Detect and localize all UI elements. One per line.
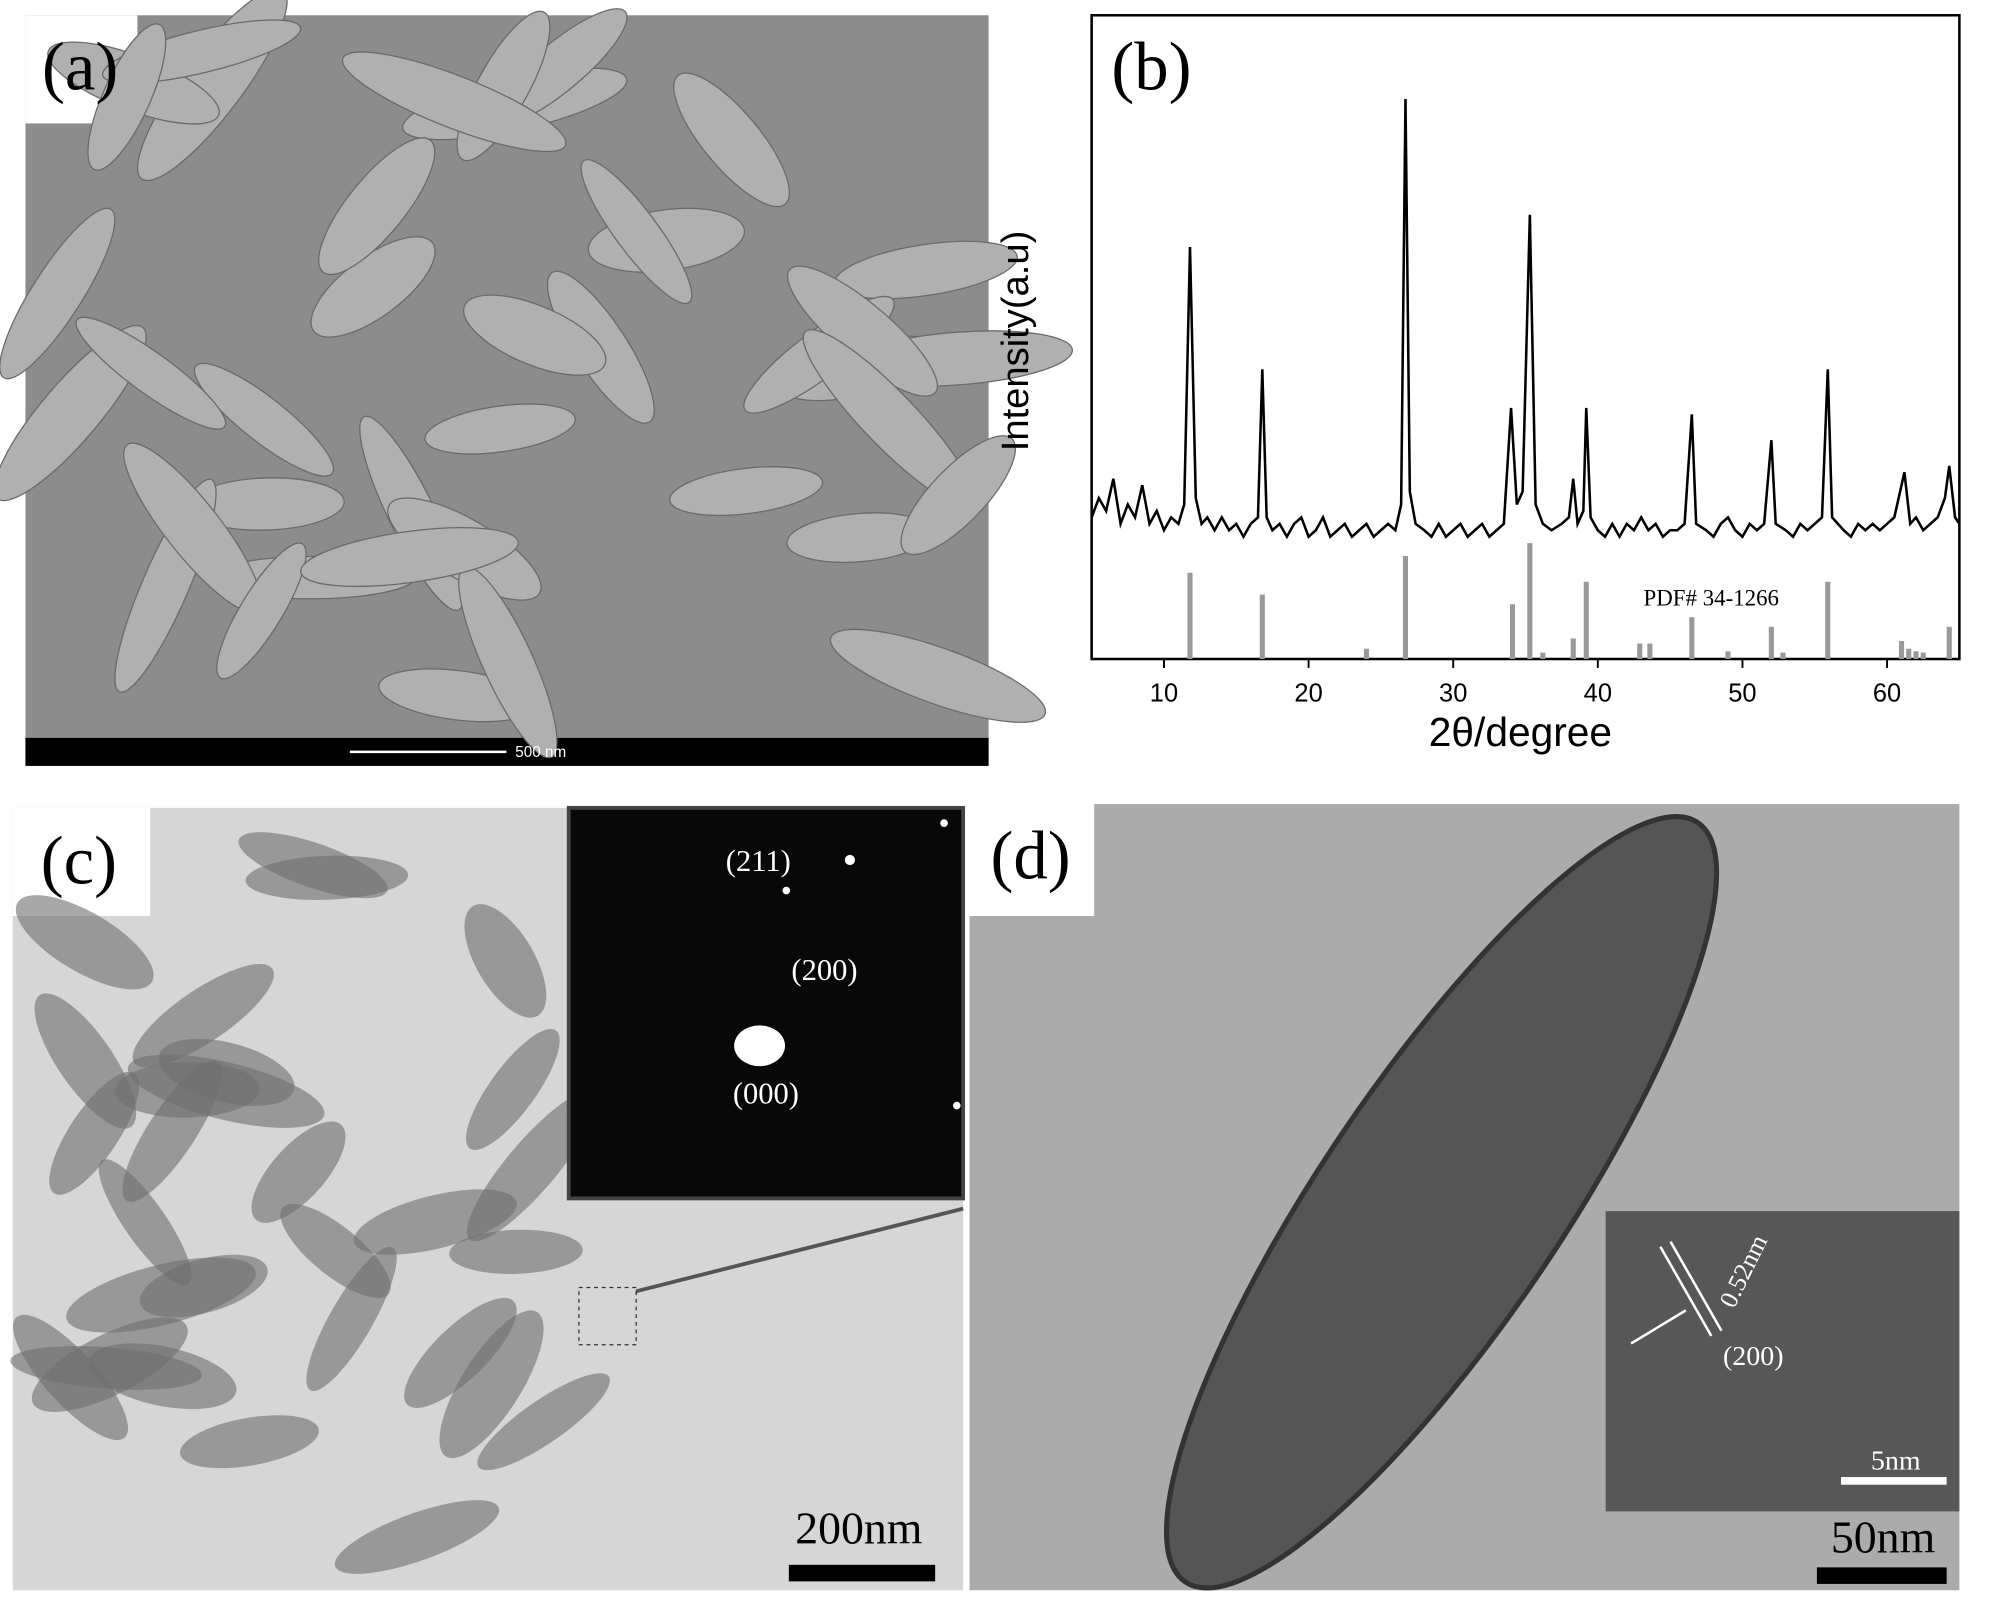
- scale-bar: [789, 1565, 935, 1582]
- x-tick-label: 60: [1873, 679, 1901, 707]
- text: (211): [726, 844, 791, 878]
- text: 2θ/degree: [1429, 709, 1612, 755]
- x-tick-label: 40: [1584, 679, 1612, 707]
- central-spot: [734, 1025, 785, 1066]
- text: (200): [1723, 1341, 1784, 1372]
- xrd-pattern: [1092, 99, 1960, 537]
- x-tick-label: 10: [1150, 679, 1178, 707]
- x-tick-label: 30: [1439, 679, 1467, 707]
- text: 200nm: [795, 1503, 922, 1554]
- diffraction-spot: [953, 1102, 961, 1110]
- text: (000): [733, 1077, 799, 1111]
- scale-bar: [1817, 1567, 1947, 1584]
- text: (200): [791, 953, 857, 987]
- text: PDF# 34-1266: [1644, 586, 1779, 611]
- inset-scale-bar: [1841, 1477, 1947, 1485]
- x-tick-label: 50: [1728, 679, 1756, 707]
- diffraction-spot: [940, 819, 948, 827]
- x-tick-label: 20: [1294, 679, 1322, 707]
- text: 500 nm: [515, 744, 566, 761]
- diffraction-spot: [845, 855, 855, 865]
- sem-info-bar: [25, 738, 988, 766]
- text: (a): [42, 29, 118, 105]
- text: 5nm: [1871, 1445, 1921, 1476]
- diffraction-spot: [782, 887, 790, 895]
- text: (d): [991, 817, 1071, 893]
- figure: (a)500 nm(c)(211)(200)(000)200nm(d)0.52n…: [0, 0, 1995, 1603]
- text: (c): [41, 822, 117, 898]
- text: Intensity(a.u): [994, 231, 1037, 452]
- text: 50nm: [1831, 1511, 1935, 1562]
- text: (b): [1111, 29, 1191, 105]
